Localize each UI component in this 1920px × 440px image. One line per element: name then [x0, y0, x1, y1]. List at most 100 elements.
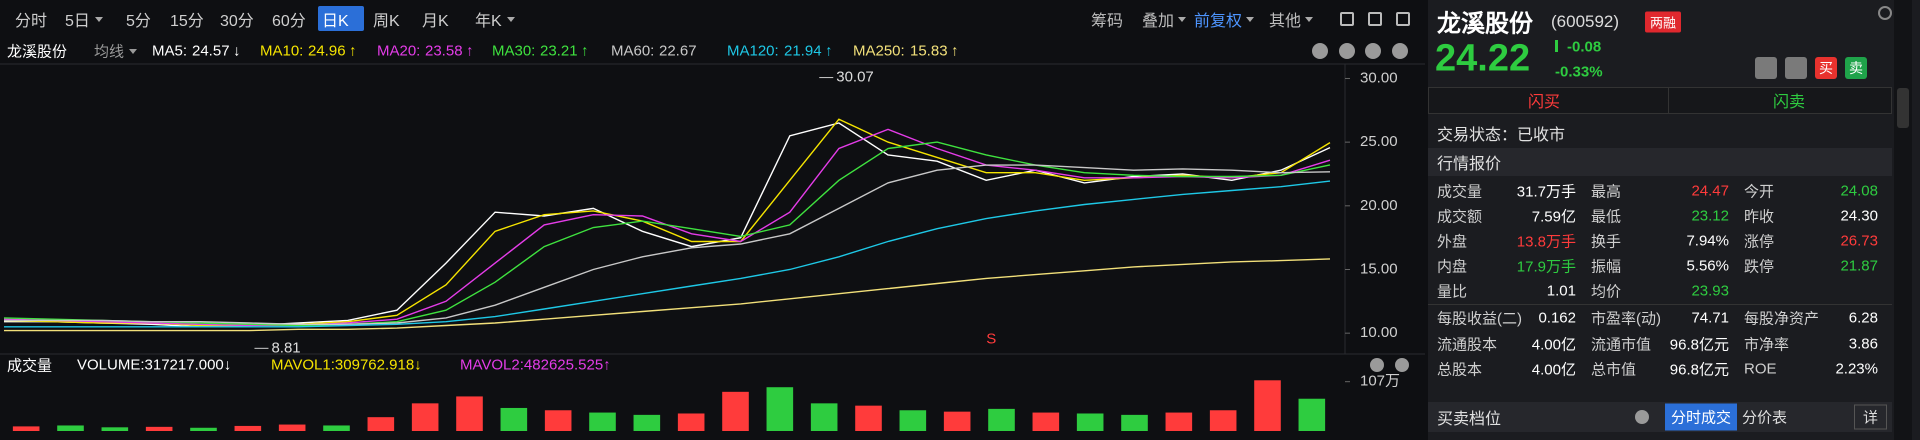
field-value: 0.162 [1538, 309, 1576, 327]
volume-bar [810, 403, 838, 431]
volume-title: 成交量 [7, 357, 53, 375]
chart-control[interactable] [1339, 43, 1355, 59]
flash-sell[interactable]: 闪卖 [1773, 94, 1806, 111]
period-tab[interactable]: 15分 [170, 13, 204, 30]
field-label: 成交额 [1437, 208, 1483, 226]
period-tab[interactable]: 5日 [65, 13, 90, 30]
chart-control[interactable] [1370, 358, 1384, 372]
legend-name: MA250: [853, 42, 905, 60]
field-label: 内盘 [1437, 258, 1468, 276]
period-tab[interactable]: 30分 [220, 13, 254, 30]
trade-status: 交易状态：已收市 [1437, 127, 1566, 144]
volume-bar [1254, 380, 1281, 431]
ma-line [4, 180, 1331, 328]
field-value: 4.00亿 [1531, 361, 1576, 379]
field-value: 96.8亿元 [1669, 361, 1729, 379]
flash-buy[interactable]: 闪买 [1528, 94, 1561, 111]
volume-bar [855, 405, 882, 431]
volume-bar [766, 387, 794, 431]
volume-bar [411, 403, 439, 431]
tab-active[interactable]: 分时成交 [1665, 403, 1738, 431]
volume-bar [1032, 412, 1060, 431]
alert-button[interactable] [1785, 57, 1807, 79]
active-tab-bg [318, 6, 364, 31]
volume-bar [500, 407, 528, 431]
period-tab[interactable]: 年K [475, 13, 502, 30]
quote-panel: 龙溪股份 (600592) 两融 24.22 -0.08 -0.33% 买卖闪买 闪卖 交易状态… [1428, 0, 1920, 440]
legend-arrow: ↑ [951, 42, 959, 60]
chart-control[interactable] [1392, 43, 1408, 59]
field-value: 7.59亿 [1531, 208, 1576, 226]
field-label: 昨收 [1744, 208, 1775, 226]
volume-bar [234, 425, 262, 431]
volume-bar [101, 427, 129, 431]
field-label: 总股本 [1437, 361, 1483, 379]
volume-bar [57, 425, 84, 431]
period-tab[interactable]: 分时 [15, 13, 48, 30]
tool-icon[interactable] [1396, 12, 1410, 26]
field-label: 流通股本 [1437, 336, 1498, 354]
tab[interactable]: 分价表 [1742, 409, 1788, 427]
down-arrow [1555, 40, 1558, 52]
legend-value: 21.94 [784, 42, 822, 60]
add-button[interactable] [1755, 57, 1777, 79]
tool-icon[interactable] [1340, 12, 1354, 26]
scroll-thumb[interactable] [1897, 88, 1909, 128]
annotation: S [986, 331, 996, 348]
volume-bar [1121, 414, 1148, 431]
field-label: 流通市值 [1591, 336, 1652, 354]
tool-button[interactable]: 叠加 [1142, 13, 1175, 30]
section-title: 行情报价 [1437, 156, 1502, 173]
field-label: 涨停 [1744, 233, 1775, 251]
ma-line [3, 128, 1331, 327]
period-tab[interactable]: 周K [373, 13, 400, 30]
field-label: 今开 [1744, 183, 1775, 201]
volume-bar [633, 414, 661, 431]
trade-button[interactable]: 买 [1815, 57, 1837, 79]
field-label: 换手 [1591, 233, 1622, 251]
annotation: 8.81 [271, 339, 300, 356]
stock-name: 龙溪股份 [1437, 10, 1533, 38]
legend-name: MA120: [727, 42, 779, 60]
tool-icon[interactable] [1368, 12, 1382, 26]
ma-menu[interactable]: 均线 [94, 43, 125, 61]
close-button[interactable] [1878, 6, 1892, 20]
tool-button[interactable]: 其他 [1269, 13, 1302, 30]
field-label: ROE [1744, 360, 1777, 378]
chart-control[interactable] [1365, 43, 1381, 59]
price-change: -0.08 [1567, 38, 1602, 56]
price-change-pct: -0.33% [1555, 63, 1603, 81]
field-label: 跌停 [1744, 258, 1775, 276]
field-label: 最高 [1591, 183, 1622, 201]
detail-button[interactable]: 详 [1854, 404, 1888, 430]
period-tab[interactable]: 日K [322, 13, 349, 30]
settings-icon[interactable] [1635, 410, 1649, 424]
volume-bar [190, 427, 217, 431]
book-header-bg [1428, 402, 1892, 432]
trade-button[interactable]: 卖 [1845, 57, 1867, 79]
y-tick-label: 25.00 [1360, 133, 1398, 150]
ma-line [4, 164, 1331, 325]
legend-name: MA5: [152, 42, 188, 60]
dropdown-caret [1178, 17, 1186, 22]
tool-button[interactable]: 筹码 [1091, 13, 1124, 30]
field-value: 13.8万手 [1516, 233, 1576, 251]
legend-value: 22.67 [659, 42, 697, 60]
period-tab[interactable]: 60分 [272, 13, 306, 30]
y-tick-label: 30.00 [1360, 69, 1398, 86]
field-value: 21.87 [1840, 257, 1878, 275]
field-value: 74.71 [1691, 309, 1729, 327]
chart-control[interactable] [1312, 43, 1328, 59]
chart-control[interactable] [1395, 358, 1409, 372]
annotation: 30.07 [836, 69, 874, 86]
volume-bar [1165, 412, 1193, 431]
tool-button[interactable]: 前复权 [1194, 13, 1243, 30]
y-tick-label: 10.00 [1360, 324, 1398, 341]
volume-bar [323, 425, 350, 431]
field-value: 24.08 [1840, 182, 1878, 200]
volume-bar [722, 391, 749, 431]
volume-bar [12, 426, 40, 431]
period-tab[interactable]: 月K [422, 13, 449, 30]
period-tab[interactable]: 5分 [126, 13, 151, 30]
stock-name: 龙溪股份 [7, 43, 68, 61]
